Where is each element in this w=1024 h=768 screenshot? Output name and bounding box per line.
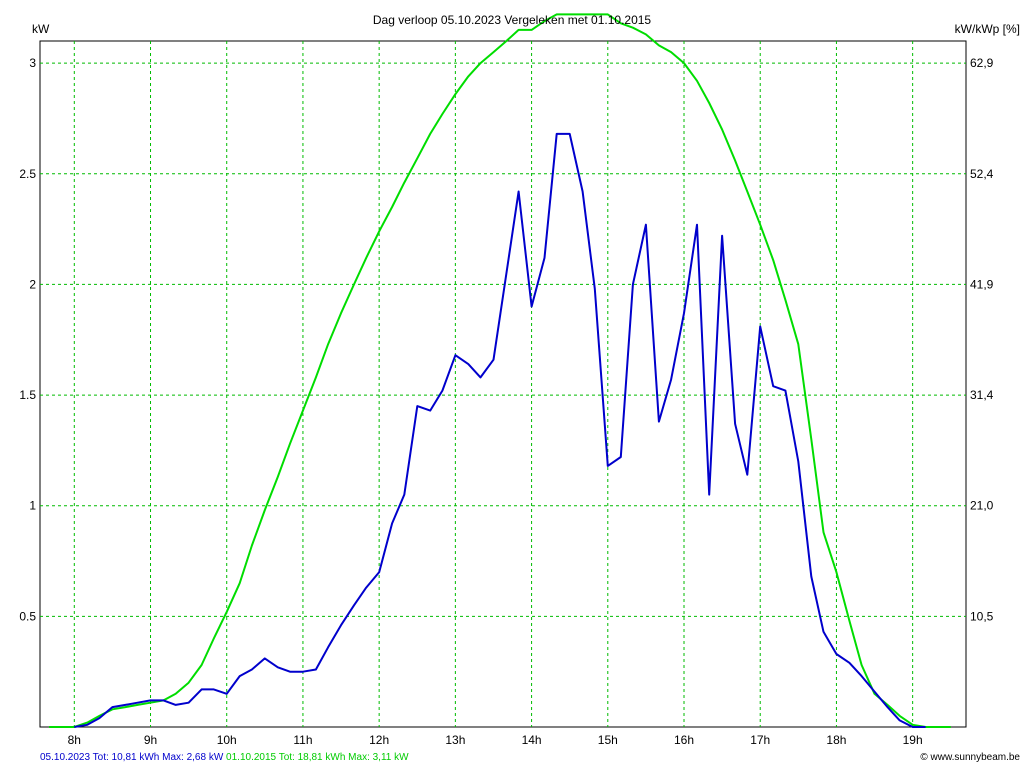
x-tick-label: 13h bbox=[445, 733, 465, 747]
chart-title: Dag verloop 05.10.2023 Vergeleken met 01… bbox=[373, 13, 652, 27]
x-tick-label: 14h bbox=[522, 733, 542, 747]
series-line-2 bbox=[49, 13, 951, 728]
series1-summary: 05.10.2023 Tot: 10,81 kWh Max: 2,68 kW bbox=[40, 752, 224, 763]
y-tick-label-left: 2.5 bbox=[19, 167, 36, 181]
x-tick-label: 8h bbox=[68, 733, 81, 747]
grid bbox=[40, 41, 966, 727]
y-tick-label-left: 1 bbox=[29, 499, 36, 513]
y-tick-label-left: 3 bbox=[29, 56, 36, 70]
y-tick-label-right: 41,9 bbox=[970, 277, 994, 291]
y-tick-label-right: 31,4 bbox=[970, 388, 994, 402]
x-tick-label: 9h bbox=[144, 733, 157, 747]
series-layer bbox=[49, 13, 951, 728]
y-tick-label-right: 10,5 bbox=[970, 609, 994, 623]
axis-ticks: 8h 9h 10h 11h 12h 13h 14h 15h 16h 17h 18h 19h 0.5 10,… bbox=[19, 56, 993, 747]
x-tick-label: 11h bbox=[293, 733, 312, 747]
x-tick-label: 12h bbox=[369, 733, 389, 747]
x-tick-label: 15h bbox=[598, 733, 618, 747]
y-tick-label-right: 62,9 bbox=[970, 56, 994, 70]
credit-text: © www.sunnybeam.be bbox=[920, 752, 1020, 763]
y-tick-label-left: 0.5 bbox=[19, 609, 36, 623]
x-tick-label: 10h bbox=[217, 733, 237, 747]
plot-area bbox=[39, 40, 967, 728]
x-tick-label: 18h bbox=[826, 733, 846, 747]
y-tick-label-left: 2 bbox=[29, 277, 36, 291]
y-tick-label-right: 52,4 bbox=[970, 167, 994, 181]
series-line-1 bbox=[74, 132, 926, 728]
footer-summary: 05.10.2023 Tot: 10,81 kWh Max: 2,68 kW 0… bbox=[40, 752, 409, 763]
y-tick-label-left: 1.5 bbox=[19, 388, 36, 402]
x-tick-label: 19h bbox=[903, 733, 923, 747]
x-tick-label: 17h bbox=[750, 733, 770, 747]
y-axis-label-left: kW bbox=[32, 22, 50, 36]
y-tick-label-right: 21,0 bbox=[970, 499, 994, 513]
x-tick-label: 16h bbox=[674, 733, 694, 747]
y-axis-label-right: kW/kWp [%] bbox=[955, 22, 1020, 36]
series2-summary: 01.10.2015 Tot: 18,81 kWh Max: 3,11 kW bbox=[226, 752, 409, 763]
